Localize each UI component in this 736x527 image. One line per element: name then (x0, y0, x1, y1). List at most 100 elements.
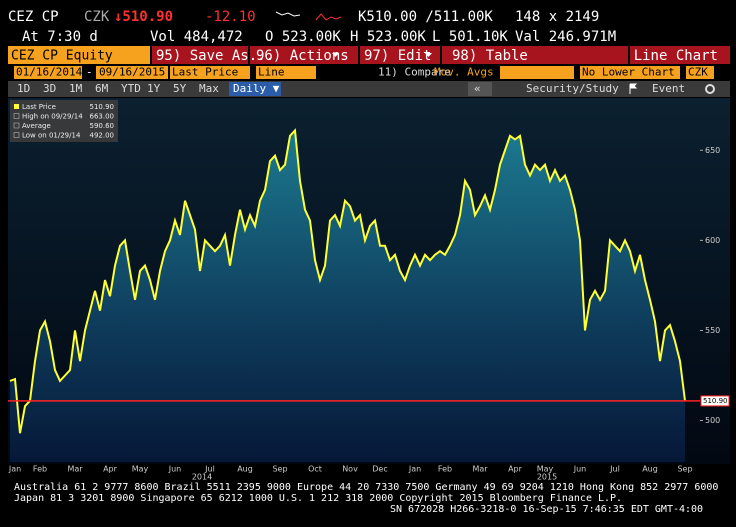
date-field[interactable] (14, 66, 82, 79)
view-label (630, 46, 730, 64)
dropdown-arrow (332, 53, 339, 57)
legend-swatch (14, 104, 19, 109)
security-study[interactable]: Security/Study (526, 82, 619, 95)
y-tick-label: 650 (705, 146, 720, 155)
button[interactable] (250, 46, 358, 64)
currency: CZK (84, 9, 110, 25)
collapse[interactable]: « (474, 82, 481, 95)
lower-chart[interactable]: No Lower Chart (582, 66, 675, 79)
style[interactable]: Line (258, 66, 285, 79)
settings-icon[interactable] (705, 84, 715, 94)
x-tick-label: Jul (609, 465, 620, 474)
high: H 523.00K (350, 29, 426, 45)
period-button[interactable]: 1Y (147, 82, 161, 95)
period-button[interactable]: 5Y (173, 82, 187, 95)
x-tick-label: Oct (308, 465, 322, 474)
frequency-button[interactable] (229, 82, 281, 96)
footer-line: Australia 61 2 9777 8600 Brazil 5511 239… (14, 482, 718, 493)
chart: 500 550 600 650 510.90 Jan Feb Mar Apr May Jun Jul A… (8, 100, 730, 482)
event[interactable]: Event (652, 82, 685, 95)
x-tick-label: Apr (508, 465, 523, 474)
period-button[interactable]: Max (199, 82, 219, 95)
volume: Vol 484,472 (150, 29, 243, 45)
button-label[interactable]: 98) Table (452, 48, 528, 64)
period-button[interactable]: 1M (69, 82, 83, 95)
compare[interactable]: 11) Compare (378, 66, 451, 79)
view: Line Chart (634, 48, 718, 64)
x-tick-label: Sep (272, 465, 287, 474)
period-button[interactable]: 3D (43, 82, 56, 95)
security[interactable]: CEZ CP Equity (11, 49, 113, 64)
y-tick-label: 500 (705, 416, 720, 425)
button[interactable] (360, 46, 440, 64)
x-tick-label: Sep (677, 465, 692, 474)
dropdown-arrow (425, 53, 432, 57)
end-date[interactable]: 09/16/2015 (99, 66, 165, 79)
legend-swatch (13, 113, 20, 119)
x-tick-label: Feb (438, 465, 452, 474)
x-tick-label: Aug (642, 465, 658, 474)
price-line (9, 128, 686, 434)
x-tick-label: Jun (168, 465, 182, 474)
currency-select[interactable] (686, 66, 714, 79)
date-field[interactable] (96, 66, 168, 79)
button-label[interactable]: 96) Actions (256, 48, 349, 64)
field-select[interactable] (170, 66, 250, 79)
y-tick-label: 550 (705, 326, 720, 335)
security-field[interactable] (8, 46, 150, 64)
low: L 501.10K (432, 29, 508, 45)
area (10, 130, 685, 462)
legend-label: High on 09/29/14 (22, 113, 83, 121)
value-traded: Val 246.971M (515, 29, 616, 45)
button-label[interactable]: 97) Edit (364, 48, 431, 64)
size: 148 x 2149 (515, 9, 599, 25)
legend-swatch (13, 122, 20, 129)
open: O 523.00K (265, 29, 341, 45)
period-button[interactable]: YTD (121, 82, 141, 95)
legend-value: 663.00 (90, 113, 115, 121)
period-button[interactable]: 6M (95, 82, 109, 95)
last-price-label: 510.90 (703, 397, 728, 405)
legend-label: Last Price (22, 103, 56, 111)
period-bar (8, 81, 730, 97)
collapse-button[interactable] (468, 82, 492, 96)
field[interactable]: Last Price (172, 66, 238, 79)
x-tick-label: May (537, 465, 554, 474)
dash: - (86, 66, 93, 79)
time: At 7:30 d (22, 29, 98, 45)
chart-currency[interactable]: CZK (688, 66, 708, 79)
legend-label: Low on 01/29/14 (22, 132, 81, 140)
frequency[interactable]: Daily ▼ (233, 82, 280, 95)
sparkline-icon (315, 13, 342, 21)
x-tick-label: Jan (408, 465, 421, 474)
x-tick-label: Jan (8, 465, 21, 474)
sparkline-icon (275, 11, 301, 17)
x-tick-label: May (132, 465, 149, 474)
y-tick-label: 600 (705, 236, 720, 245)
legend-value: 510.90 (90, 103, 115, 111)
lower-select[interactable] (580, 66, 680, 79)
flag-icon (629, 83, 638, 94)
legend-label: Average (22, 122, 51, 130)
ticker: CEZ CP (8, 9, 59, 25)
button[interactable] (442, 46, 628, 64)
x-tick-label: Apr (103, 465, 118, 474)
x-tick-label: Dec (372, 465, 387, 474)
legend-swatch (13, 132, 20, 138)
footer-line: SN 672028 H266-3218-0 16-Sep-15 7:46:35 … (390, 504, 703, 515)
study-field[interactable] (500, 66, 574, 79)
button-label[interactable]: 95) Save As... (156, 48, 274, 64)
footer-line: Japan 81 3 3201 8900 Singapore 65 6212 1… (14, 493, 622, 504)
start-date[interactable]: 01/16/2014 (16, 66, 83, 79)
legend-value: 492.00 (90, 132, 115, 140)
style-select[interactable] (256, 66, 316, 79)
period-button[interactable]: 1D (17, 82, 30, 95)
legend-value: 590.60 (90, 122, 115, 130)
x-tick-label: Nov (342, 465, 358, 474)
year-label: 2014 (192, 473, 212, 482)
x-tick-label: Jun (573, 465, 587, 474)
studies[interactable]: Mov. Avgs (434, 66, 494, 79)
x-tick-label: Mar (67, 465, 83, 474)
button[interactable] (152, 46, 248, 64)
